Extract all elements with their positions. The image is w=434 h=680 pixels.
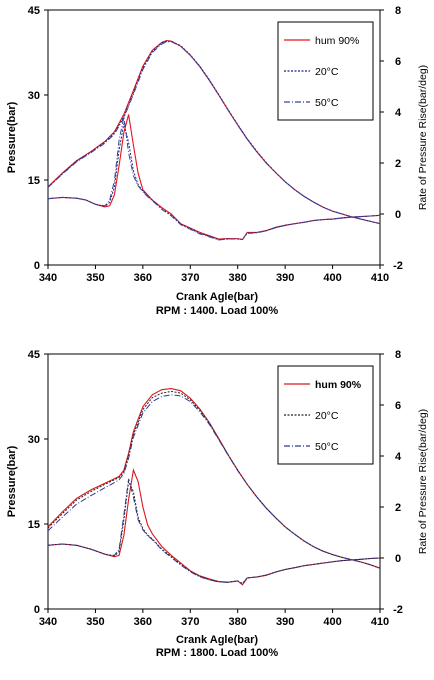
y2-tick-label: 6: [395, 400, 401, 412]
y2-tick-label: 4: [395, 107, 402, 119]
x-tick-label: 340: [39, 272, 57, 284]
series-line-rate-2: [48, 482, 380, 584]
chart-panel-1400rpm: 340 350 360 370 380 390 400 410 0 15 30 45 -2 0 2 4 6 8 Pr…: [0, 0, 434, 336]
x-tick-label: 380: [229, 272, 247, 284]
y2-tick-label: 0: [395, 553, 401, 565]
series-line-rate-1: [48, 115, 380, 240]
series-line-rate-3: [48, 117, 380, 240]
legend-label: hum 90%: [315, 379, 362, 391]
x-tick-label: 390: [276, 272, 294, 284]
chart-1800rpm: 340 350 360 370 380 390 400 410 0 15 30 45 -2 0 2 4 6 8 Pr…: [0, 344, 434, 680]
chart-caption: RPM : 1800. Load 100%: [0, 647, 434, 660]
x-tick-label: 340: [39, 616, 57, 628]
chart-panel-1800rpm: 340 350 360 370 380 390 400 410 0 15 30 45 -2 0 2 4 6 8 Pr…: [0, 344, 434, 680]
y-tick-label: 30: [28, 90, 40, 102]
y-axis-label: Pressure(bar): [6, 445, 18, 517]
legend-label: hum 90%: [315, 35, 359, 47]
x-tick-label: 360: [134, 616, 152, 628]
legend-label: 20°C: [315, 66, 339, 78]
x-axis-label: Crank Agle(bar): [0, 634, 434, 647]
x-tick-label: 350: [86, 616, 104, 628]
y2-tick-label: 8: [395, 349, 401, 361]
x-tick-label: 360: [134, 272, 152, 284]
x-tick-label: 390: [276, 616, 294, 628]
y2-tick-label: 2: [395, 158, 401, 170]
x-axis-label: Crank Agle(bar): [0, 291, 434, 304]
y-tick-label: 45: [28, 5, 40, 17]
legend-label: 50°C: [315, 441, 339, 453]
y-tick-label: 15: [28, 175, 40, 187]
x-tick-label: 400: [323, 272, 341, 284]
y2-tick-label: -2: [393, 604, 403, 616]
y-tick-label: 30: [28, 434, 40, 446]
x-tick-label: 350: [86, 272, 104, 284]
series-line-rate-3: [48, 479, 380, 584]
y2-tick-label: 0: [395, 209, 401, 221]
x-tick-label: 410: [371, 272, 389, 284]
y-axis-label: Pressure(bar): [6, 101, 18, 173]
y2-tick-label: 2: [395, 502, 401, 514]
chart-caption: RPM : 1400. Load 100%: [0, 305, 434, 318]
x-tick-label: 410: [371, 616, 389, 628]
y2-axis-label: Rate of Pressure Rise(bar/deg): [417, 409, 429, 554]
legend-label: 50°C: [315, 97, 339, 109]
y2-tick-label: 4: [395, 451, 402, 463]
x-tick-label: 370: [181, 616, 199, 628]
series-line-rate-2: [48, 124, 380, 240]
y-tick-label: 0: [34, 260, 40, 272]
y2-tick-label: 6: [395, 56, 401, 68]
series-line-rate-1: [48, 470, 380, 585]
x-tick-label: 380: [229, 616, 247, 628]
chart-1400rpm: 340 350 360 370 380 390 400 410 0 15 30 45 -2 0 2 4 6 8 Pr…: [0, 0, 434, 336]
x-tick-label: 370: [181, 272, 199, 284]
y-tick-label: 45: [28, 349, 40, 361]
y-tick-label: 15: [28, 519, 40, 531]
legend-label: 20°C: [315, 410, 339, 422]
y2-tick-label: -2: [393, 260, 403, 272]
y2-axis-label: Rate of Pressure Rise(bar/deg): [417, 65, 429, 210]
y-tick-label: 0: [34, 604, 40, 616]
x-tick-label: 400: [323, 616, 341, 628]
y2-tick-label: 8: [395, 5, 401, 17]
